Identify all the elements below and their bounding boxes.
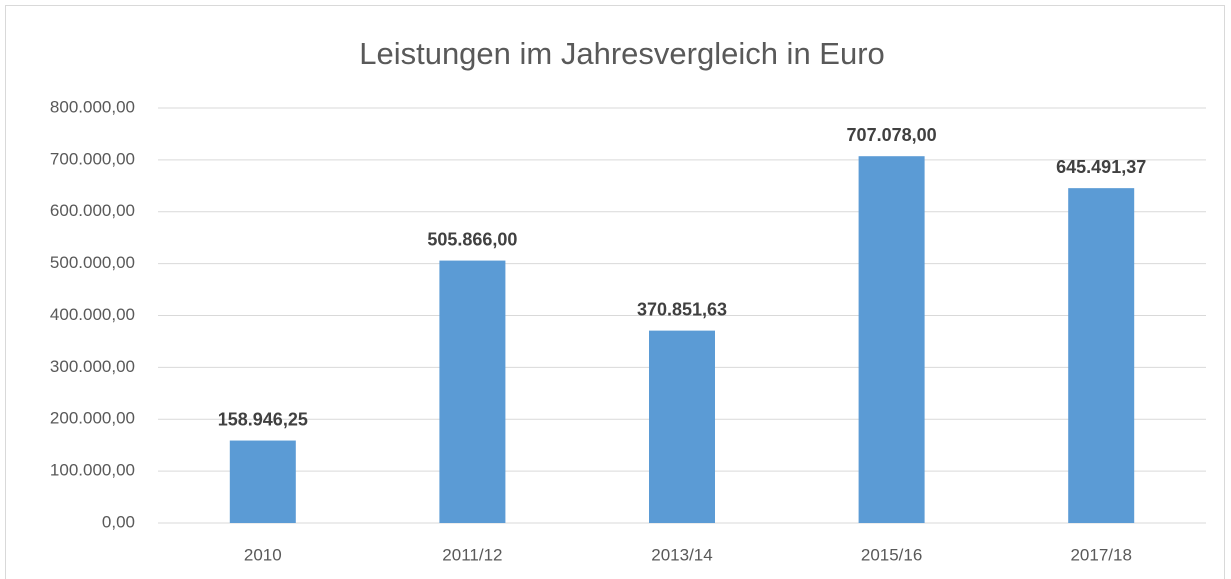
bar — [439, 260, 506, 523]
data-label: 505.866,00 — [427, 229, 517, 249]
y-tick-label: 0,00 — [102, 512, 135, 531]
y-tick-label: 300.000,00 — [50, 357, 135, 376]
data-label: 370.851,63 — [637, 299, 727, 319]
x-tick-label: 2010 — [244, 545, 282, 564]
data-label: 645.491,37 — [1056, 157, 1146, 177]
y-tick-label: 400.000,00 — [50, 305, 135, 324]
x-tick-label: 2015/16 — [861, 545, 922, 564]
y-tick-label: 600.000,00 — [50, 201, 135, 220]
bar — [858, 156, 925, 523]
y-tick-label: 100.000,00 — [50, 461, 135, 480]
data-label: 158.946,25 — [218, 409, 308, 429]
y-tick-label: 200.000,00 — [50, 409, 135, 428]
x-tick-label: 2013/14 — [651, 545, 712, 564]
y-tick-label: 500.000,00 — [50, 253, 135, 272]
bar — [229, 440, 296, 523]
y-tick-label: 700.000,00 — [50, 149, 135, 168]
bar — [649, 330, 715, 523]
x-tick-label: 2011/12 — [442, 545, 502, 564]
x-tick-label: 2017/18 — [1070, 545, 1131, 564]
y-tick-label: 800.000,00 — [50, 97, 135, 116]
chart-title: Leistungen im Jahresvergleich in Euro — [359, 36, 885, 71]
chart-border — [5, 5, 1225, 579]
data-label: 707.078,00 — [847, 125, 937, 145]
bar — [1068, 188, 1135, 523]
